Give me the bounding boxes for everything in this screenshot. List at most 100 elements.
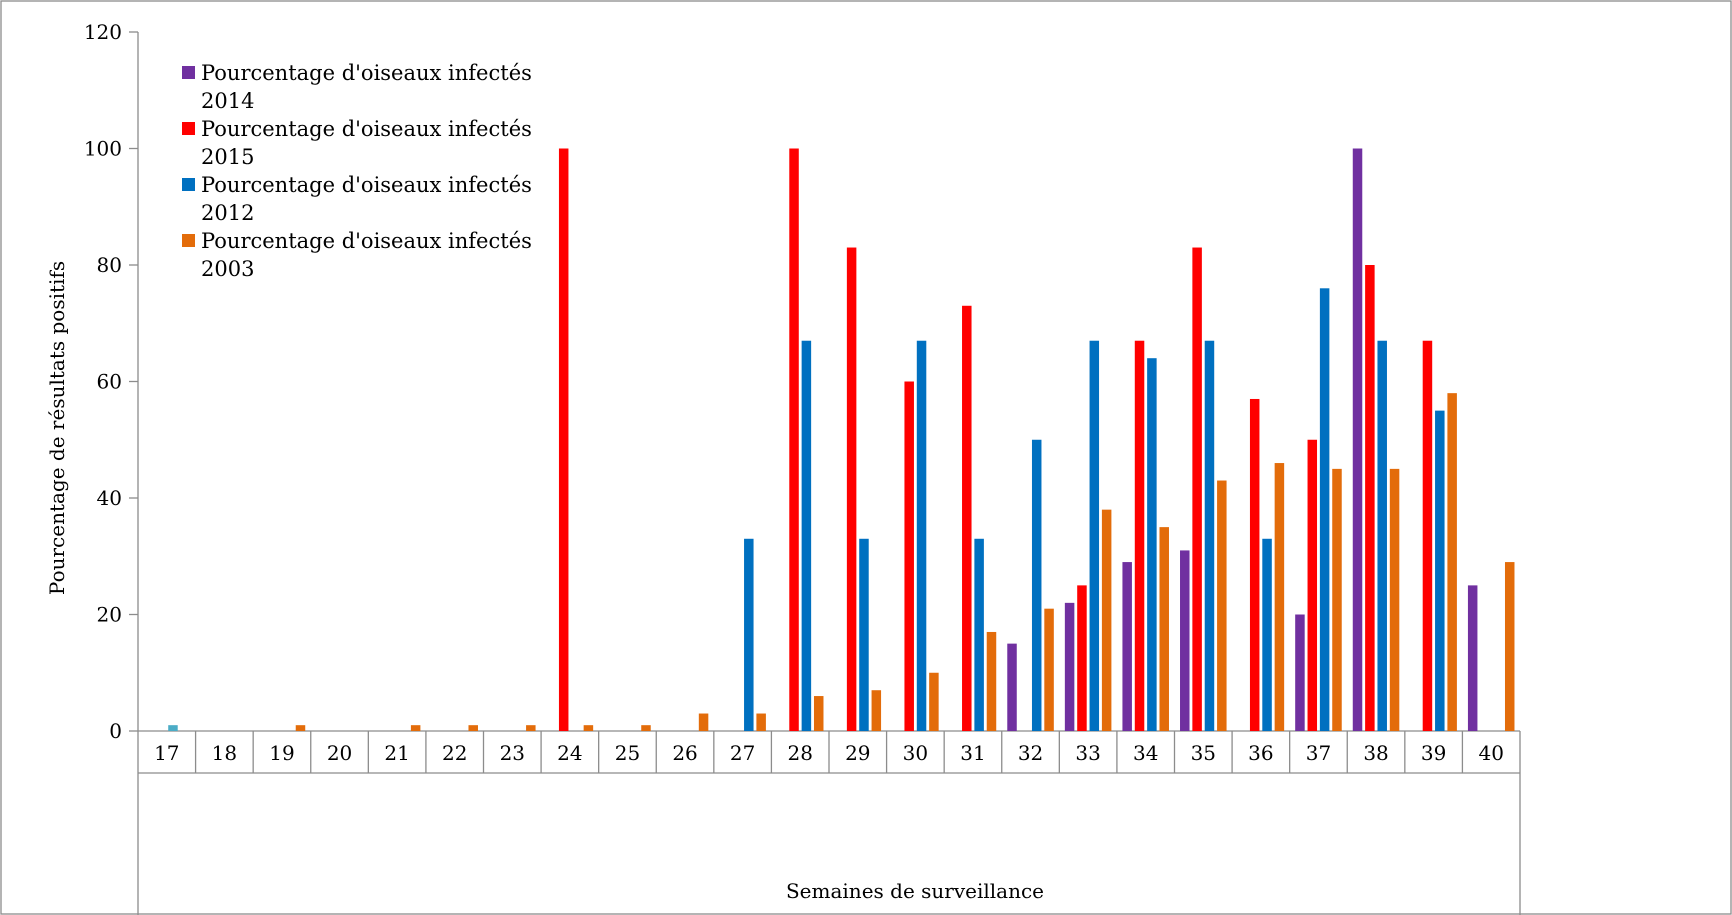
x-tick-label: 38 (1363, 741, 1388, 765)
bar-series-1-week-35 (1192, 247, 1202, 731)
bar-series-2-week-34 (1147, 358, 1157, 731)
bar-series-0-week-34 (1122, 562, 1132, 731)
bar-series-2-week-36 (1262, 538, 1272, 731)
y-tick-label: 60 (97, 370, 122, 394)
bar-series-2-week-17 (168, 725, 178, 731)
bar-series-0-week-40 (1467, 585, 1478, 731)
legend-label-1-line1: Pourcentage d'oiseaux infectés (201, 117, 532, 141)
legend-swatch-2 (182, 178, 195, 191)
legend: Pourcentage d'oiseaux infectés 2014 Pource… (182, 61, 532, 281)
bar-series-1-week-31 (962, 305, 972, 731)
bar-series-1-week-34 (1134, 340, 1145, 731)
legend-swatch-0 (182, 66, 195, 79)
bar-series-3-week-19 (295, 725, 306, 731)
bar-series-2-week-31 (974, 538, 984, 731)
legend-swatch-3 (182, 234, 195, 247)
x-tick-label: 33 (1075, 741, 1100, 765)
bar-series-3-week-21 (410, 725, 421, 731)
x-tick-label: 23 (500, 741, 525, 765)
legend-label-1-line2: 2015 (201, 145, 254, 169)
bar-series-3-week-24 (583, 725, 594, 731)
x-tick-label: 39 (1421, 741, 1446, 765)
bars (168, 148, 1515, 731)
legend-swatch-1 (182, 122, 195, 135)
y-tick-label: 20 (97, 603, 122, 627)
bar-series-3-week-39 (1447, 393, 1457, 731)
legend-label-2-line1: Pourcentage d'oiseaux infectés (201, 173, 532, 197)
bar-series-2-week-37 (1319, 288, 1330, 731)
x-tick-label: 24 (557, 741, 582, 765)
bar-series-2-week-27 (744, 538, 754, 731)
x-tick-label: 26 (672, 741, 697, 765)
bar-series-3-week-36 (1274, 463, 1285, 731)
x-tick-label: 30 (903, 741, 928, 765)
legend-label-0-line1: Pourcentage d'oiseaux infectés (201, 61, 532, 85)
bar-series-3-week-40 (1504, 562, 1515, 731)
y-axis-title: Pourcentage de résultats positifs (45, 261, 69, 595)
legend-label-2-line2: 2012 (201, 201, 254, 225)
x-tick-label: 40 (1478, 741, 1503, 765)
bar-series-0-week-32 (1007, 643, 1017, 731)
bar-series-3-week-25 (641, 725, 651, 731)
bar-series-2-week-33 (1089, 340, 1100, 731)
x-axis: 17 18 19 20 21 22 23 24 25 26 27 28 29 30 31 32 33 34 35 36… (137, 730, 1521, 915)
bar-series-1-week-29 (846, 247, 857, 731)
bar-series-2-week-28 (801, 340, 812, 731)
bar-series-3-week-22 (468, 725, 478, 731)
bar-series-1-week-33 (1077, 585, 1087, 731)
y-axis: 0 20 40 60 80 100 120 (84, 20, 139, 743)
x-tick-label: 20 (327, 741, 352, 765)
bar-series-3-week-29 (871, 690, 882, 731)
bar-series-2-week-38 (1377, 340, 1387, 731)
x-tick-label: 34 (1133, 741, 1158, 765)
x-tick-label: 22 (442, 741, 467, 765)
bar-series-1-week-36 (1249, 398, 1260, 731)
x-tick-label: 35 (1191, 741, 1216, 765)
bar-series-2-week-35 (1204, 340, 1215, 731)
bar-series-2-week-30 (916, 340, 927, 731)
x-tick-label: 18 (212, 741, 237, 765)
bar-series-3-week-37 (1332, 468, 1342, 731)
bar-series-0-week-38 (1352, 148, 1363, 731)
bar-series-3-week-26 (698, 713, 709, 731)
bar-series-3-week-34 (1159, 527, 1169, 731)
bar-series-3-week-38 (1389, 468, 1400, 731)
bar-series-3-week-28 (813, 696, 824, 731)
x-tick-label: 37 (1306, 741, 1331, 765)
x-tick-label: 36 (1248, 741, 1273, 765)
x-tick-label: 25 (615, 741, 640, 765)
x-tick-label: 29 (845, 741, 870, 765)
bar-series-3-week-30 (929, 672, 939, 731)
y-tick-label: 40 (97, 486, 122, 510)
bar-series-1-week-24 (558, 148, 569, 731)
x-tick-label: 19 (269, 741, 294, 765)
bar-series-1-week-39 (1422, 340, 1433, 731)
bar-series-2-week-29 (859, 538, 869, 731)
bar-series-3-week-35 (1217, 480, 1227, 731)
x-tick-label: 17 (154, 741, 179, 765)
y-tick-label: 80 (97, 253, 122, 277)
x-tick-label: 21 (384, 741, 409, 765)
legend-label-3-line1: Pourcentage d'oiseaux infectés (201, 229, 532, 253)
bar-series-1-week-37 (1307, 439, 1318, 731)
y-tick-label: 100 (84, 137, 122, 161)
bar-series-3-week-23 (526, 725, 536, 731)
bar-series-0-week-37 (1295, 614, 1305, 731)
bar-series-0-week-33 (1064, 602, 1075, 731)
x-axis-title: Semaines de surveillance (786, 879, 1044, 903)
x-tick-label: 31 (960, 741, 985, 765)
bar-series-3-week-33 (1101, 509, 1112, 731)
y-tick-label: 0 (109, 719, 122, 743)
legend-label-3-line2: 2003 (201, 257, 254, 281)
bar-series-3-week-31 (986, 631, 997, 731)
bar-series-3-week-32 (1044, 608, 1054, 731)
y-tick-label: 120 (84, 20, 122, 44)
x-tick-label: 27 (730, 741, 755, 765)
bar-series-1-week-28 (789, 148, 799, 731)
x-tick-label: 28 (787, 741, 812, 765)
legend-label-0-line2: 2014 (201, 89, 254, 113)
bar-series-0-week-35 (1180, 550, 1190, 731)
bar-series-2-week-32 (1031, 439, 1042, 731)
